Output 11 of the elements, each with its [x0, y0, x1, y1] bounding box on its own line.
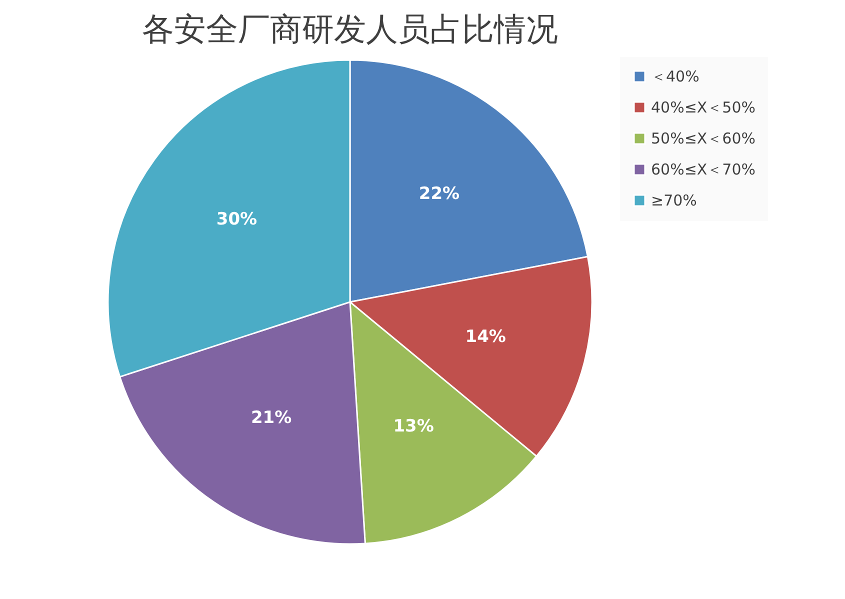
data-label: 14%: [465, 326, 506, 347]
legend-label: 50%≤X＜60%: [651, 130, 756, 148]
data-label: 21%: [250, 408, 292, 428]
data-label: 13%: [393, 416, 434, 437]
data-label: 30%: [216, 210, 258, 230]
legend-label: ＜40%: [651, 68, 700, 86]
chart-title: 各安全厂商研发人员占比情况: [142, 10, 558, 48]
legend-label: ≥70%: [651, 192, 697, 210]
legend-label: 40%≤X＜50%: [651, 98, 756, 116]
legend-label: 60%≤X＜70%: [651, 160, 756, 178]
data-label: 22%: [418, 184, 460, 204]
